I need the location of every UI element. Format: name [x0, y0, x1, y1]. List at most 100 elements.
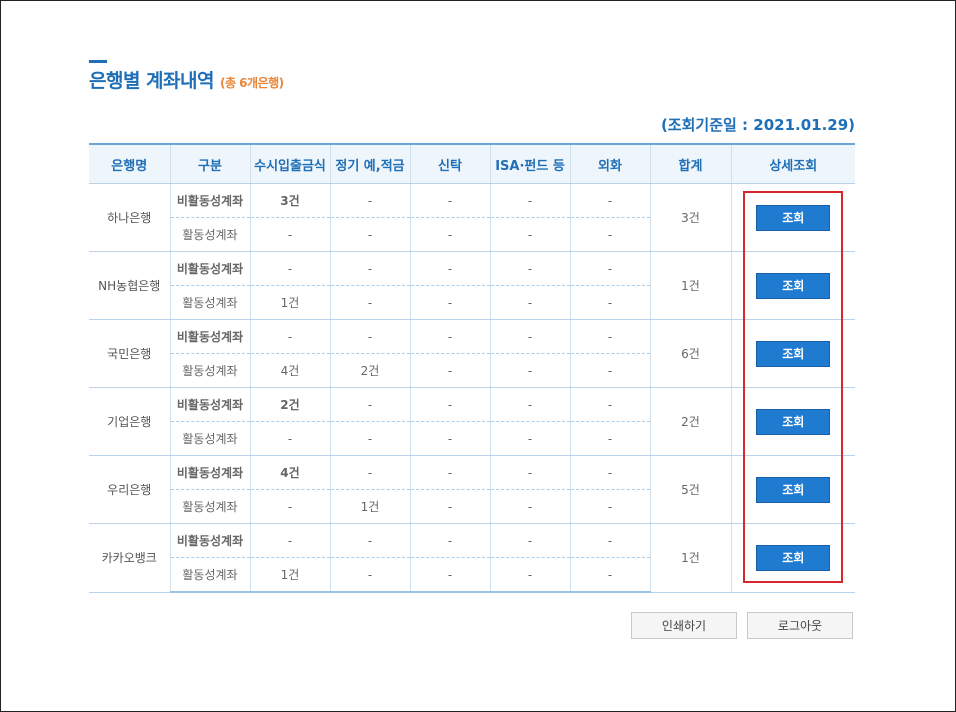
total-cell: 1건	[649, 251, 731, 320]
query-button[interactable]: 조회	[756, 204, 831, 231]
query-button[interactable]: 조회	[756, 272, 831, 299]
active-cell: -	[329, 217, 410, 252]
bank-name: 우리은행	[89, 455, 170, 524]
total-cell: 1건	[649, 523, 731, 593]
active-cell: -	[409, 421, 490, 456]
type-inactive-label: 비활동성계좌	[169, 183, 250, 218]
header-isa-fund: ISA·펀드 등	[489, 143, 570, 184]
inactive-cell: -	[489, 387, 570, 422]
active-cell: -	[329, 557, 410, 593]
total-cell: 6건	[649, 319, 731, 388]
inactive-cell: -	[569, 455, 650, 490]
inactive-cell: -	[249, 251, 330, 286]
active-cell: 2건	[329, 353, 410, 388]
total-cell: 5건	[649, 455, 731, 524]
type-active-label: 활동성계좌	[169, 353, 250, 388]
active-cell: -	[409, 489, 490, 524]
inactive-cell: 4건	[249, 455, 330, 490]
inactive-cell: -	[329, 523, 410, 558]
active-cell: -	[489, 285, 570, 320]
inactive-cell: -	[249, 319, 330, 354]
bank-name: 기업은행	[89, 387, 170, 456]
logout-button[interactable]: 로그아웃	[747, 612, 853, 639]
header-bank: 은행명	[89, 143, 170, 184]
table-header-row: 은행명 구분 수시입출금식 정기 예,적금 신탁 ISA·펀드 등 외화 합계 …	[89, 143, 855, 184]
active-cell: -	[489, 217, 570, 252]
inactive-cell: -	[489, 319, 570, 354]
table-row: 국민은행 비활동성계좌 - - - - -6건 조회	[89, 319, 855, 388]
active-cell: -	[249, 489, 330, 524]
header-foreign-currency: 외화	[569, 143, 650, 184]
inactive-cell: -	[329, 251, 410, 286]
account-table: 은행명 구분 수시입출금식 정기 예,적금 신탁 ISA·펀드 등 외화 합계 …	[89, 143, 855, 593]
print-button[interactable]: 인쇄하기	[631, 612, 737, 639]
active-cell: -	[409, 353, 490, 388]
active-cell: -	[409, 557, 490, 593]
table-row: 활동성계좌 -1건 - - -	[89, 489, 855, 524]
bank-name: 국민은행	[89, 319, 170, 388]
active-cell: -	[569, 285, 650, 320]
type-inactive-label: 비활동성계좌	[169, 455, 250, 490]
table-row: 활동성계좌 - - - - -	[89, 217, 855, 252]
inactive-cell: -	[329, 455, 410, 490]
detail-cell: 조회	[730, 387, 855, 456]
active-cell: -	[489, 489, 570, 524]
inactive-cell: -	[409, 251, 490, 286]
active-cell: -	[249, 421, 330, 456]
active-cell: -	[569, 353, 650, 388]
table-row: 활동성계좌 - - - - -	[89, 421, 855, 456]
inactive-cell: -	[409, 183, 490, 218]
inactive-cell: -	[489, 455, 570, 490]
active-cell: -	[329, 285, 410, 320]
active-cell: -	[409, 217, 490, 252]
active-cell: 1건	[249, 557, 330, 593]
header-type: 구분	[169, 143, 250, 184]
active-cell: -	[409, 285, 490, 320]
type-active-label: 활동성계좌	[169, 557, 250, 593]
inactive-cell: -	[329, 387, 410, 422]
bank-name: NH농협은행	[89, 251, 170, 320]
header-trust: 신탁	[409, 143, 490, 184]
table-row: 우리은행 비활동성계좌 4건 - - - -5건 조회	[89, 455, 855, 524]
query-button[interactable]: 조회	[756, 544, 831, 571]
inactive-cell: -	[569, 183, 650, 218]
table-row: 기업은행 비활동성계좌 2건 - - - -2건 조회	[89, 387, 855, 456]
total-cell: 2건	[649, 387, 731, 456]
type-inactive-label: 비활동성계좌	[169, 251, 250, 286]
type-inactive-label: 비활동성계좌	[169, 387, 250, 422]
header-demand-deposit: 수시입출금식	[249, 143, 330, 184]
reference-date: (조회기준일 : 2021.01.29)	[660, 116, 855, 134]
inactive-cell: -	[329, 183, 410, 218]
table-row: 활동성계좌 1건 - - - -	[89, 285, 855, 320]
type-active-label: 활동성계좌	[169, 489, 250, 524]
inactive-cell: -	[569, 523, 650, 558]
inactive-cell: -	[409, 319, 490, 354]
bank-count-label: (총 6개은행)	[219, 76, 284, 90]
active-cell: 1건	[249, 285, 330, 320]
header-total: 합계	[649, 143, 731, 184]
query-button[interactable]: 조회	[756, 476, 831, 503]
table-row: 활동성계좌 1건 - - - -	[89, 557, 855, 593]
inactive-cell: -	[409, 523, 490, 558]
active-cell: -	[489, 353, 570, 388]
table-row: 활동성계좌 4건 2건 - - -	[89, 353, 855, 388]
inactive-cell: -	[249, 523, 330, 558]
active-cell: -	[569, 557, 650, 593]
active-cell: -	[569, 217, 650, 252]
detail-cell: 조회	[730, 319, 855, 388]
inactive-cell: -	[329, 319, 410, 354]
page-title-text: 은행별 계좌내역	[89, 70, 214, 92]
inactive-cell: 2건	[249, 387, 330, 422]
query-button[interactable]: 조회	[756, 408, 831, 435]
query-button[interactable]: 조회	[756, 340, 831, 367]
type-active-label: 활동성계좌	[169, 217, 250, 252]
inactive-cell: -	[569, 387, 650, 422]
inactive-cell: -	[489, 183, 570, 218]
page-title: 은행별 계좌내역 (총 6개은행)	[89, 66, 284, 93]
inactive-cell: -	[489, 523, 570, 558]
active-cell: -	[249, 217, 330, 252]
table-body: 하나은행 비활동성계좌 3건 - - - -3건 조회 활동성계좌 - - - - - NH농협은행 비활동성…	[89, 183, 855, 593]
detail-cell: 조회	[730, 183, 855, 252]
inactive-cell: -	[569, 319, 650, 354]
inactive-cell: 3건	[249, 183, 330, 218]
